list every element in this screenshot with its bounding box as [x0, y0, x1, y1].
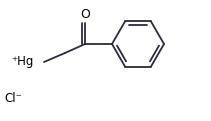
Text: Cl⁻: Cl⁻	[4, 91, 22, 105]
Text: ⁺Hg: ⁺Hg	[11, 56, 33, 68]
Text: O: O	[80, 8, 90, 22]
